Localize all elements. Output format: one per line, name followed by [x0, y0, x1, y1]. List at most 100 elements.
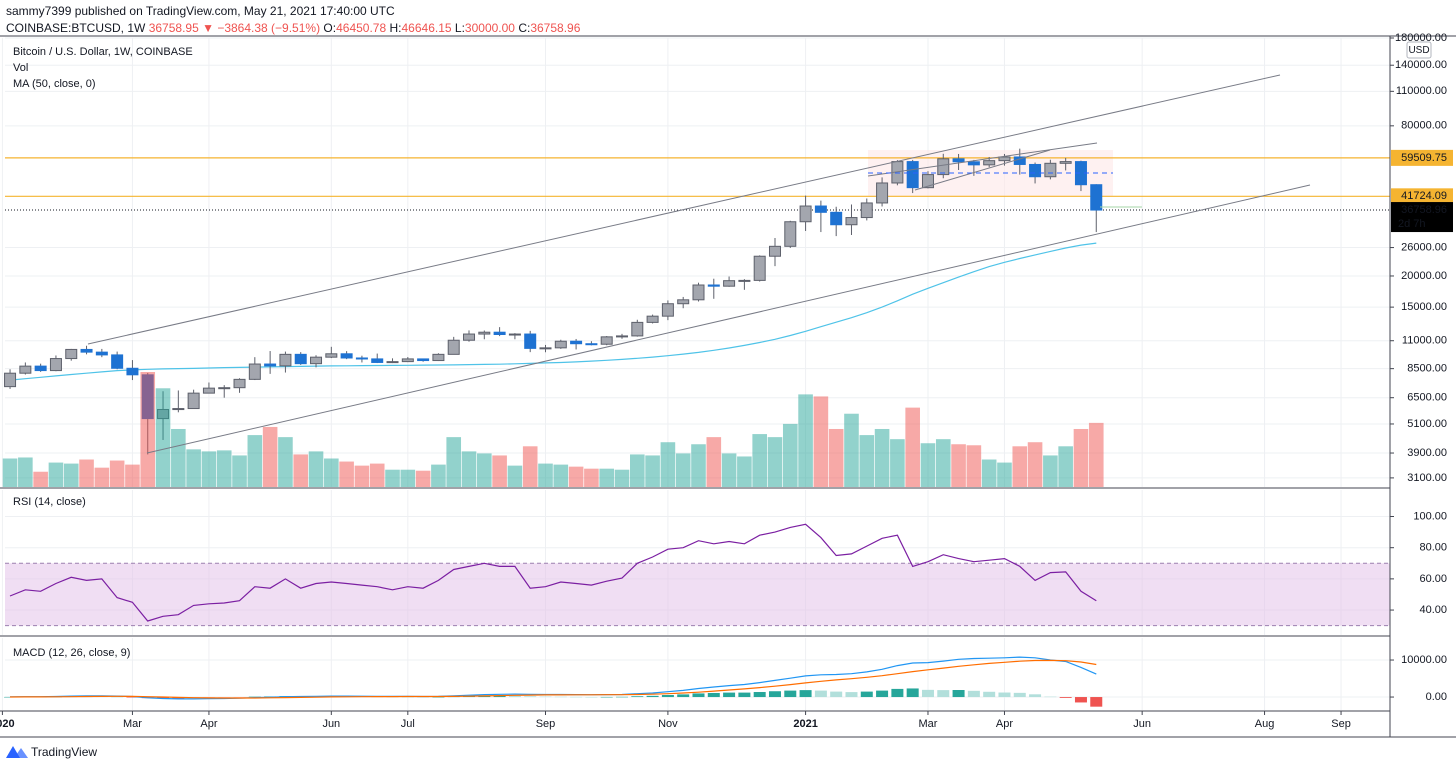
candle-body [784, 221, 797, 247]
candle-body [340, 353, 353, 359]
macd-hist [967, 690, 980, 698]
volume-bar [477, 453, 492, 487]
candle-body [508, 333, 521, 336]
candle-body [723, 280, 736, 287]
volume-bar [446, 437, 462, 487]
volume-bar [920, 443, 936, 487]
y-tick-label: 0.00 [1426, 691, 1447, 703]
y-tick-label: 80.00 [1419, 542, 1447, 554]
volume-bar [568, 466, 584, 487]
candle-body [294, 353, 307, 365]
candle-body [799, 205, 812, 223]
macd-hist [248, 696, 261, 698]
logo [6, 746, 28, 758]
candle-body [325, 353, 338, 358]
volume-bar [216, 450, 232, 487]
price: 36758.95 [148, 21, 199, 35]
macd-hist [554, 696, 567, 698]
macd-hist [493, 695, 506, 698]
macd-hist [631, 696, 644, 698]
candle-body [187, 392, 200, 410]
candle-body [554, 340, 567, 349]
volume-bar [553, 464, 569, 487]
volume-bar [415, 470, 431, 487]
countdown: 2d 7h [1398, 218, 1426, 230]
volume-bar [629, 454, 645, 487]
volume-bar [706, 437, 722, 487]
trend-line [87, 74, 1281, 345]
y-tick-label: 5100.00 [1407, 418, 1447, 430]
volume-bar [890, 439, 905, 487]
macd-hist [799, 690, 812, 698]
marks [2, 148, 1390, 707]
volume-bar [125, 464, 140, 487]
y-tick-label: 26000.00 [1401, 241, 1447, 253]
logo-icon [14, 748, 28, 758]
trend-line [914, 149, 1051, 191]
macd-hist [707, 692, 720, 698]
y-tick-label: 3100.00 [1407, 472, 1447, 484]
level-box [1391, 149, 1453, 166]
macd-hist [1090, 697, 1103, 707]
candle-body [998, 156, 1011, 162]
macd-hist [845, 692, 858, 698]
candle-body [876, 182, 889, 204]
y-tick-label: 8500.00 [1407, 363, 1447, 375]
change: ▼ −3864.38 (−9.51%) [202, 21, 321, 35]
macd-hist [539, 696, 552, 698]
currency: USD [1408, 45, 1429, 56]
ma-line [9, 242, 1097, 381]
volume-bar [308, 451, 324, 487]
volume-bar [33, 471, 48, 487]
volume-bar [1058, 446, 1073, 487]
currency-box [1406, 41, 1432, 59]
macd-hist [111, 696, 124, 698]
rsi-line [9, 523, 1097, 622]
volume-bar [232, 455, 247, 487]
y-tick-label: 40.00 [1419, 604, 1447, 616]
candle-body [753, 255, 766, 281]
candle-body [417, 358, 430, 362]
candle-body [830, 211, 843, 226]
candle-body [983, 160, 996, 166]
candle-body [279, 353, 292, 367]
volume-bar [997, 462, 1012, 487]
volume-bar [905, 407, 920, 487]
trend-line [867, 142, 1098, 177]
volume-bar [782, 423, 798, 487]
volume-bar [813, 396, 829, 487]
drawings [87, 74, 1311, 454]
macd-hist [1059, 697, 1072, 698]
macd-hist [1013, 692, 1026, 698]
candle-body [432, 353, 445, 362]
macd-hist [1029, 694, 1042, 698]
candle-body [937, 158, 950, 176]
candle-body [80, 348, 93, 353]
x-tick-label: Sep [536, 718, 556, 730]
y-tick-label: 140000.00 [1395, 59, 1447, 71]
volume-bar [1073, 428, 1089, 487]
macd-hist [661, 695, 674, 698]
candle-body [401, 358, 414, 363]
macd-hist [906, 688, 919, 698]
candle-body [34, 365, 47, 372]
x-tick-label: Nov [658, 718, 678, 730]
x-tick-label: Mar [123, 718, 142, 730]
symbol: COINBASE:BTCUSD, 1W [6, 21, 146, 35]
candle-body [355, 357, 368, 360]
volume-bar [385, 469, 400, 487]
candle-body [860, 202, 873, 219]
macd-hist [692, 693, 705, 698]
volume-bar [18, 457, 33, 487]
candle-body [845, 217, 858, 226]
volume-bar [171, 428, 186, 487]
y-tick-label: 6500.00 [1407, 392, 1447, 404]
candle-body [493, 331, 506, 336]
y-tick-label: 11000.00 [1402, 335, 1447, 347]
macd-hist [600, 696, 613, 698]
candle-body [921, 174, 934, 189]
candle-body [524, 333, 537, 349]
volume-bar [767, 437, 783, 487]
candle-body [570, 340, 583, 345]
